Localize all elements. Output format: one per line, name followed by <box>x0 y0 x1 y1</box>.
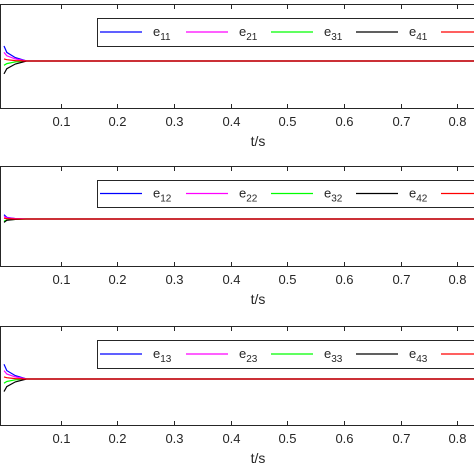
legend-entry-e33: e33 <box>324 346 343 365</box>
legend-entry-e23: e23 <box>239 346 258 365</box>
legend-entry-e32: e32 <box>324 186 343 205</box>
x-tick-label: 0.7 <box>392 431 410 446</box>
x-tick-label: 0.6 <box>335 431 353 446</box>
x-tick-label: 0.4 <box>222 272 240 287</box>
series-line-e53 <box>3 376 474 380</box>
x-tick-label: 0.4 <box>222 114 240 129</box>
subplot-3: 0.10.20.30.40.50.60.70.8t/se13e23e33e43e… <box>0 326 474 466</box>
x-tick-label: 0.3 <box>165 431 183 446</box>
legend-entry-e31: e31 <box>324 24 343 43</box>
legend-entry-e12: e12 <box>153 186 172 205</box>
x-tick-label: 0.5 <box>278 114 296 129</box>
x-axis-label: t/s <box>251 133 266 149</box>
x-tick-label: 0.1 <box>52 114 70 129</box>
x-tick-label: 0.3 <box>165 272 183 287</box>
x-tick-label: 0.3 <box>165 114 183 129</box>
x-tick-label: 0.1 <box>52 272 70 287</box>
subplot-2: 0.10.20.30.40.50.60.70.8t/se12e22e32e42e… <box>0 166 474 307</box>
x-tick-label: 0.5 <box>278 431 296 446</box>
x-tick-label: 0.8 <box>448 431 466 446</box>
subplot-1: 0.10.20.30.40.50.60.70.8t/se11e21e31e41e… <box>0 4 474 149</box>
legend-entry-e41: e41 <box>409 24 428 43</box>
legend-entry-e13: e13 <box>153 346 172 365</box>
x-tick-label: 0.2 <box>108 114 126 129</box>
legend-entry-e22: e22 <box>239 186 258 205</box>
legend: e11e21e31e41e51 <box>97 18 474 47</box>
series-line-e52 <box>3 217 474 220</box>
x-axis-label: t/s <box>251 450 266 466</box>
x-tick-label: 0.2 <box>108 431 126 446</box>
legend-entry-e11: e11 <box>153 24 171 43</box>
legend-entry-e21: e21 <box>239 24 258 43</box>
x-tick-label: 0.4 <box>222 431 240 446</box>
x-axis-label: t/s <box>251 291 266 307</box>
x-tick-label: 0.1 <box>52 431 70 446</box>
x-tick-label: 0.7 <box>392 114 410 129</box>
series-line-e51 <box>3 58 474 62</box>
x-tick-label: 0.8 <box>448 272 466 287</box>
legend: e12e22e32e42e52 <box>97 180 474 208</box>
x-tick-label: 0.8 <box>448 114 466 129</box>
legend-entry-e42: e42 <box>409 186 428 205</box>
x-tick-label: 0.5 <box>278 272 296 287</box>
x-tick-label: 0.6 <box>335 272 353 287</box>
x-tick-label: 0.6 <box>335 114 353 129</box>
x-tick-label: 0.7 <box>392 272 410 287</box>
x-tick-label: 0.2 <box>108 272 126 287</box>
legend: e13e23e33e43e53 <box>97 340 474 369</box>
legend-entry-e43: e43 <box>409 346 428 365</box>
